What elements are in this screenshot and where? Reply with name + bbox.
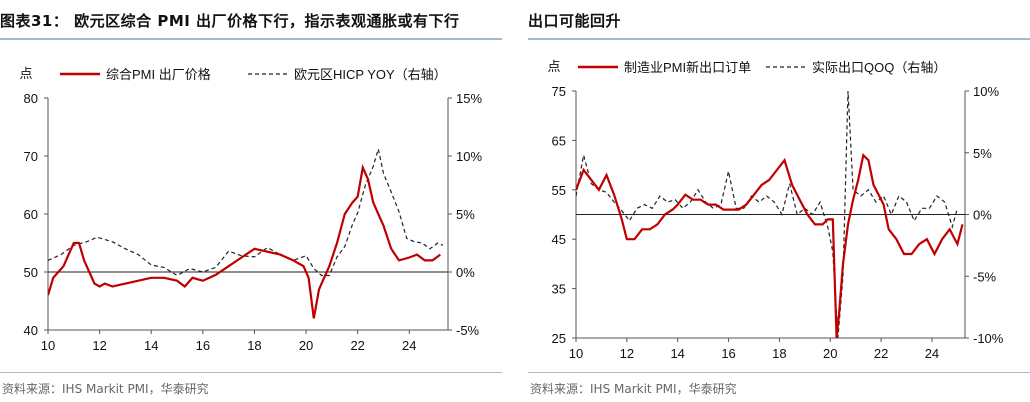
source-note: 资料来源：IHS Markit PMI，华泰研究: [2, 382, 209, 396]
title-divider: [528, 38, 1030, 40]
right-tick-label: 10%: [456, 149, 482, 164]
left-tick-label: 60: [24, 207, 38, 222]
left-tick-label: 55: [552, 183, 566, 198]
chart-title: 图表31： 欧元区综合 PMI 出厂价格下行，指示表观通胀或有下行: [0, 12, 460, 30]
left-unit-label: 点: [547, 59, 560, 74]
right-tick-label: 15%: [456, 91, 482, 106]
solid-series-line: [48, 163, 441, 319]
x-tick-label: 18: [772, 346, 786, 361]
right-tick-label: -10%: [973, 331, 1004, 346]
right-tick-label: -5%: [456, 323, 480, 338]
source-divider: [0, 372, 502, 373]
left-tick-label: 50: [24, 265, 38, 280]
export-orders-chart: 25 35 45 55 65 75 -10% -5% 0% 5% 10% 10 12 14 16 18 20 22…: [547, 59, 1004, 361]
left-tick-label: 45: [552, 232, 566, 247]
left-tick-label: 70: [24, 149, 38, 164]
x-tick-label: 16: [196, 338, 210, 353]
right-tick-label: -5%: [973, 269, 997, 284]
x-tick-label: 22: [874, 346, 888, 361]
solid-series-line: [576, 153, 964, 339]
right-tick-label: 5%: [456, 207, 475, 222]
x-tick-label: 10: [569, 346, 583, 361]
x-tick-label: 24: [402, 338, 416, 353]
dashed-series-line: [48, 148, 444, 277]
x-tick-label: 20: [823, 346, 837, 361]
x-tick-label: 22: [350, 338, 364, 353]
left-tick-label: 75: [552, 84, 566, 99]
right-tick-label: 10%: [973, 84, 999, 99]
x-tick-label: 20: [299, 338, 313, 353]
x-tick-label: 16: [721, 346, 735, 361]
source-note: 资料来源：IHS Markit PMI，华泰研究: [530, 382, 737, 396]
left-tick-label: 80: [24, 91, 38, 106]
source-divider: [528, 372, 1030, 373]
right-tick-label: 0%: [456, 265, 475, 280]
x-tick-label: 12: [620, 346, 634, 361]
legend-entry: 综合PMI 出厂价格: [106, 67, 211, 82]
right-chart-panel: 出口可能回升 25 35 45 55 65 75 -10% -5% 0% 5% 10% 10 12 14 1…: [528, 0, 1030, 402]
legend-entry: 制造业PMI新出口订单: [624, 60, 751, 75]
x-tick-label: 18: [247, 338, 261, 353]
legend-entry: 实际出口QOQ（右轴）: [812, 60, 946, 75]
legend-entry: 欧元区HICP YOY（右轴）: [294, 67, 447, 82]
left-tick-label: 65: [552, 133, 566, 148]
title-divider: [0, 38, 502, 40]
left-tick-label: 40: [24, 323, 38, 338]
x-tick-label: 10: [41, 338, 55, 353]
left-chart-panel: 图表31： 欧元区综合 PMI 出厂价格下行，指示表观通胀或有下行 40 50 60…: [0, 0, 502, 402]
right-tick-label: 5%: [973, 146, 992, 161]
left-tick-label: 25: [552, 331, 566, 346]
left-tick-label: 35: [552, 282, 566, 297]
x-tick-label: 12: [92, 338, 106, 353]
left-unit-label: 点: [19, 66, 32, 81]
x-tick-label: 14: [144, 338, 158, 353]
chart-title-fragment: 出口可能回升: [528, 12, 622, 30]
hicp-pmi-chart: 40 50 60 70 80 -5% 0% 5% 10% 15% 10 12 14 16 18 20 22 24 点…: [19, 66, 482, 353]
dashed-series-line: [576, 90, 958, 339]
x-tick-label: 24: [925, 346, 939, 361]
right-tick-label: 0%: [973, 208, 992, 223]
x-tick-label: 14: [670, 346, 684, 361]
